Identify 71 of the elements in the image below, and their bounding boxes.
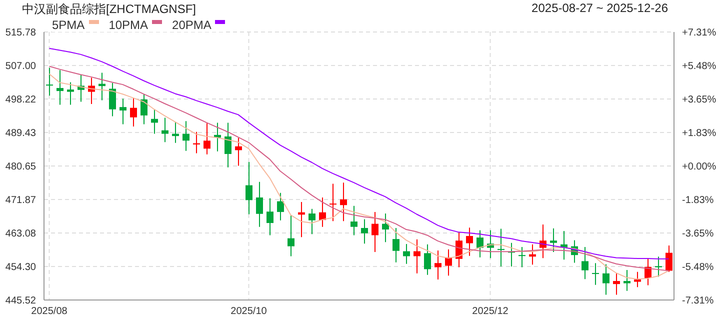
y2-tick-label: -5.48% — [682, 262, 714, 274]
y-tick-label: 507.00 — [5, 61, 36, 72]
y-tick-label: 480.65 — [5, 162, 36, 173]
candlestick — [266, 198, 274, 236]
candlestick — [666, 245, 672, 272]
y-tick-label: 498.22 — [5, 94, 36, 106]
legend-label: 10PMA — [108, 18, 148, 32]
legend-label: 5PMA — [52, 18, 85, 32]
y-tick-label: 489.43 — [5, 128, 36, 140]
candlestick — [67, 82, 74, 106]
candlestick — [288, 214, 294, 257]
candlestick — [204, 122, 210, 155]
candlestick — [277, 192, 284, 221]
candlestick — [330, 183, 336, 222]
candlestick — [476, 230, 484, 258]
candlestick — [634, 271, 641, 288]
y-tick-label: 463.08 — [5, 228, 36, 240]
y2-tick-label: +5.48% — [682, 61, 716, 72]
candlestick — [120, 98, 126, 125]
y-tick-label: 445.52 — [5, 296, 36, 307]
candlestick — [414, 238, 420, 274]
y-tick-label: 515.78 — [5, 28, 36, 39]
candlestick — [434, 250, 442, 280]
candlestick — [372, 211, 378, 253]
candlestick — [56, 70, 64, 106]
y2-tick-label: +0.00% — [682, 162, 716, 173]
x-tick-label: 2025/08 — [31, 306, 68, 318]
candlestick — [540, 224, 546, 259]
candlestick — [130, 97, 137, 128]
candlestick — [392, 227, 400, 263]
candlestick — [466, 227, 473, 256]
candlestick — [592, 262, 599, 286]
candlestick — [498, 228, 504, 268]
y2-tick-label: +7.31% — [682, 28, 716, 39]
candlestick — [602, 264, 610, 296]
candlestick — [582, 246, 588, 280]
candlestick — [235, 137, 242, 166]
y-tick-label: 471.87 — [5, 195, 36, 206]
y2-tick-label: -1.83% — [682, 195, 714, 206]
y-tick-label: 454.30 — [5, 262, 36, 274]
y2-tick-label: +1.83% — [682, 128, 716, 140]
candlestick — [361, 218, 368, 244]
candlestick — [109, 82, 116, 117]
y2-tick-label: -3.65% — [682, 228, 714, 240]
candlestick — [403, 244, 410, 264]
candlestick — [182, 120, 190, 152]
candlestick — [518, 246, 526, 268]
candlestick — [246, 161, 252, 215]
candlestick — [624, 269, 630, 292]
y2-tick-label: +3.65% — [682, 94, 716, 106]
chart-title: 中汉副食品综指[ZHCTMAGNSF] — [22, 1, 196, 18]
candlestick — [655, 256, 662, 278]
x-tick-label: 2025/10 — [230, 306, 268, 318]
candlestick — [340, 182, 347, 222]
chart-subtitle: 2025-08-27 ~ 2025-12-26 — [532, 1, 668, 15]
candlestick — [308, 208, 316, 235]
candlestick — [88, 77, 95, 105]
candlestick — [350, 205, 358, 236]
y2-tick-label: -7.31% — [682, 296, 714, 307]
candlestick — [151, 108, 158, 134]
candlestick — [224, 122, 232, 168]
candlestick — [256, 181, 263, 228]
legend-label: 20PMA — [172, 18, 212, 32]
candlestick — [46, 67, 53, 96]
candlestick — [550, 228, 557, 253]
candlestick — [382, 212, 389, 243]
candlestick — [613, 272, 620, 296]
candlestick — [424, 244, 431, 276]
x-tick-label: 2025/12 — [472, 306, 509, 318]
candlestick — [162, 117, 168, 143]
candlestick — [140, 94, 148, 125]
